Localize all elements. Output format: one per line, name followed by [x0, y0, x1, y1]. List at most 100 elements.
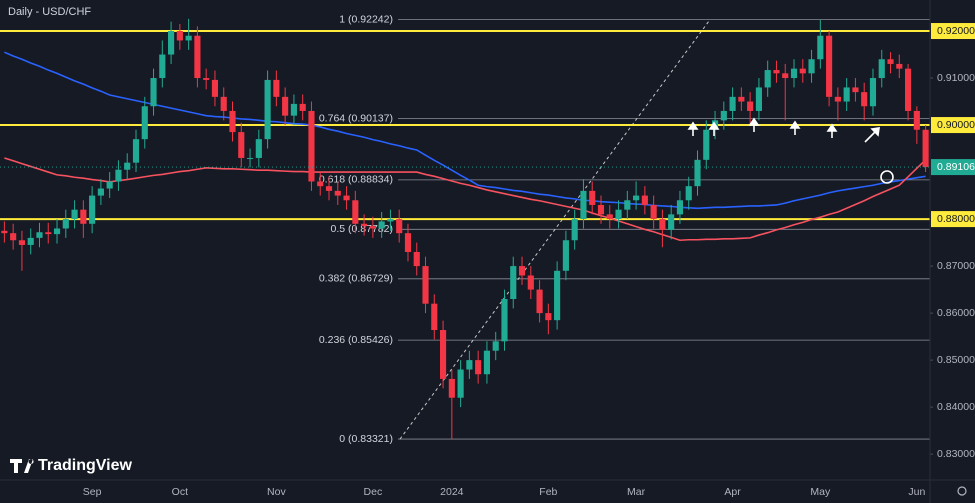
- candle-body: [738, 96, 745, 102]
- candle-body: [878, 59, 885, 79]
- candle-body: [685, 186, 692, 201]
- candle-body: [720, 110, 727, 121]
- candle-body: [124, 162, 131, 170]
- candle-body: [571, 219, 578, 241]
- candle-body: [659, 219, 666, 230]
- x-tick-label: Mar: [627, 486, 646, 498]
- candle-body: [369, 226, 376, 229]
- x-tick-label: Oct: [172, 486, 188, 498]
- candle-body: [536, 289, 543, 314]
- arrow: [864, 131, 876, 143]
- candle-body: [703, 129, 710, 160]
- candle-body: [747, 101, 754, 111]
- candle-body: [229, 110, 236, 133]
- candle-body: [176, 31, 183, 41]
- moving-average-line: [4, 157, 927, 242]
- level-price-label: 0.90000: [937, 119, 975, 131]
- candle-body: [325, 186, 333, 191]
- candle-body: [580, 190, 587, 220]
- candle-body: [404, 233, 412, 252]
- candle-body: [396, 219, 403, 234]
- candle-body: [589, 190, 596, 205]
- candle-body: [562, 240, 569, 271]
- y-tick-label: 0.91000: [937, 72, 975, 84]
- candle-body: [729, 96, 736, 111]
- candle-body: [352, 200, 359, 224]
- candle-body: [852, 87, 859, 93]
- candle-body: [764, 70, 771, 88]
- candle-body: [273, 79, 280, 97]
- candle-body: [554, 270, 561, 321]
- candle-body: [483, 350, 491, 375]
- level-price-box: [931, 117, 975, 134]
- candle-body: [527, 275, 534, 290]
- candle-body: [194, 35, 201, 79]
- candle-body: [238, 132, 245, 158]
- candle-body: [782, 73, 789, 79]
- x-tick-label: 2024: [440, 486, 464, 498]
- candle-body: [115, 169, 122, 182]
- candle-body: [343, 195, 350, 201]
- candle-body: [378, 221, 385, 229]
- x-tick-label: Feb: [539, 486, 557, 498]
- candle-body: [808, 59, 815, 74]
- fib-level-label: 0.236 (0.85426): [319, 334, 393, 346]
- candle-body: [361, 223, 368, 227]
- arrow-head: [708, 121, 720, 130]
- candle-body: [641, 195, 648, 205]
- candle-body: [606, 214, 613, 220]
- settings-icon[interactable]: [957, 486, 967, 496]
- fib-level-label: 0.764 (0.90137): [319, 112, 393, 124]
- level-price-label: 0.88000: [937, 213, 975, 225]
- candle-body: [150, 78, 157, 107]
- fib-level-label: 0 (0.83321): [339, 433, 393, 445]
- candle-body: [45, 232, 52, 235]
- brand-name: TradingView: [38, 457, 133, 474]
- candle-body: [869, 78, 877, 107]
- level-price-box: [931, 23, 975, 40]
- candle-body: [755, 87, 762, 111]
- fib-trend-line: [399, 19, 711, 440]
- level-price-label: 0.92000: [937, 25, 975, 37]
- candle-body: [211, 79, 219, 97]
- candle-body: [694, 159, 701, 187]
- candle-body: [334, 190, 341, 196]
- fib-level-label: 1 (0.92242): [339, 13, 393, 25]
- candle-body: [896, 63, 903, 69]
- candle-body: [799, 68, 806, 74]
- candle-body: [27, 237, 34, 245]
- last-price-box: [931, 159, 975, 176]
- candle-body: [475, 360, 482, 375]
- candle-body: [887, 59, 894, 64]
- arrow-head: [748, 117, 760, 126]
- fib-level-label: 0.5 (0.87782): [331, 223, 393, 235]
- candle-body: [387, 219, 394, 222]
- candle-body: [913, 110, 920, 130]
- candle-body: [773, 70, 780, 74]
- plot-area: 1 (0.92242) 0.764 (0.90137) 0.618 (0.88834…: [0, 11, 933, 455]
- candle-body: [492, 341, 499, 351]
- candle-body: [466, 360, 473, 370]
- candle-body: [71, 209, 78, 220]
- candle-body: [633, 195, 640, 201]
- candle-body: [422, 266, 429, 304]
- candle-body: [132, 139, 140, 163]
- fib-level-label: 0.382 (0.86729): [319, 273, 393, 285]
- candle-body: [18, 240, 26, 245]
- y-tick-label: 0.84000: [937, 401, 975, 413]
- y-tick-label: 0.87000: [937, 260, 975, 272]
- candle-body: [545, 313, 552, 321]
- candle-body: [624, 200, 631, 210]
- candle-body: [203, 78, 210, 80]
- level-price-box: [931, 211, 975, 228]
- candle-body: [448, 378, 455, 398]
- x-tick-label: Dec: [364, 486, 383, 498]
- candle-body: [317, 181, 324, 187]
- candle-body: [62, 219, 69, 229]
- candle-body: [159, 54, 166, 79]
- arrow-head: [789, 120, 801, 129]
- candle-body: [439, 330, 447, 379]
- candle-body: [431, 303, 438, 331]
- candle-body: [501, 299, 508, 342]
- candle-body: [826, 35, 833, 97]
